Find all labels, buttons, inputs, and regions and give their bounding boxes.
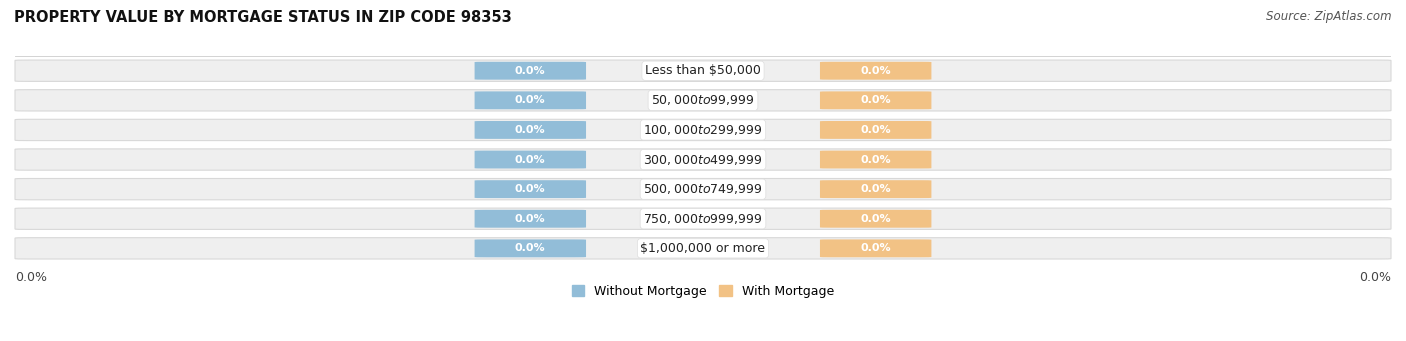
FancyBboxPatch shape — [820, 121, 931, 139]
Text: 0.0%: 0.0% — [515, 95, 546, 105]
FancyBboxPatch shape — [475, 180, 586, 198]
Text: 0.0%: 0.0% — [860, 154, 891, 165]
FancyBboxPatch shape — [820, 239, 931, 257]
FancyBboxPatch shape — [15, 178, 1391, 200]
Text: 0.0%: 0.0% — [515, 154, 546, 165]
FancyBboxPatch shape — [475, 91, 586, 109]
Text: $1,000,000 or more: $1,000,000 or more — [641, 242, 765, 255]
FancyBboxPatch shape — [15, 149, 1391, 170]
Text: Source: ZipAtlas.com: Source: ZipAtlas.com — [1267, 10, 1392, 23]
Text: $100,000 to $299,999: $100,000 to $299,999 — [644, 123, 762, 137]
Text: 0.0%: 0.0% — [860, 184, 891, 194]
Text: 0.0%: 0.0% — [515, 243, 546, 253]
FancyBboxPatch shape — [15, 238, 1391, 259]
FancyBboxPatch shape — [475, 210, 586, 228]
FancyBboxPatch shape — [475, 62, 586, 80]
Text: 0.0%: 0.0% — [860, 243, 891, 253]
FancyBboxPatch shape — [820, 91, 931, 109]
Text: 0.0%: 0.0% — [515, 125, 546, 135]
FancyBboxPatch shape — [820, 62, 931, 80]
Legend: Without Mortgage, With Mortgage: Without Mortgage, With Mortgage — [567, 280, 839, 303]
FancyBboxPatch shape — [15, 90, 1391, 111]
Text: 0.0%: 0.0% — [860, 214, 891, 224]
FancyBboxPatch shape — [820, 151, 931, 168]
Text: 0.0%: 0.0% — [15, 270, 46, 284]
Text: 0.0%: 0.0% — [515, 184, 546, 194]
FancyBboxPatch shape — [820, 210, 931, 228]
Text: $500,000 to $749,999: $500,000 to $749,999 — [644, 182, 762, 196]
Text: 0.0%: 0.0% — [860, 125, 891, 135]
Text: $300,000 to $499,999: $300,000 to $499,999 — [644, 152, 762, 166]
Text: 0.0%: 0.0% — [860, 95, 891, 105]
FancyBboxPatch shape — [475, 121, 586, 139]
Text: Less than $50,000: Less than $50,000 — [645, 64, 761, 77]
FancyBboxPatch shape — [15, 60, 1391, 81]
FancyBboxPatch shape — [15, 208, 1391, 229]
Text: 0.0%: 0.0% — [1360, 270, 1391, 284]
Text: 0.0%: 0.0% — [515, 214, 546, 224]
FancyBboxPatch shape — [475, 151, 586, 168]
Text: 0.0%: 0.0% — [860, 66, 891, 76]
Text: $50,000 to $99,999: $50,000 to $99,999 — [651, 93, 755, 107]
Text: PROPERTY VALUE BY MORTGAGE STATUS IN ZIP CODE 98353: PROPERTY VALUE BY MORTGAGE STATUS IN ZIP… — [14, 10, 512, 25]
FancyBboxPatch shape — [15, 119, 1391, 140]
Text: 0.0%: 0.0% — [515, 66, 546, 76]
FancyBboxPatch shape — [820, 180, 931, 198]
FancyBboxPatch shape — [475, 239, 586, 257]
Text: $750,000 to $999,999: $750,000 to $999,999 — [644, 212, 762, 226]
